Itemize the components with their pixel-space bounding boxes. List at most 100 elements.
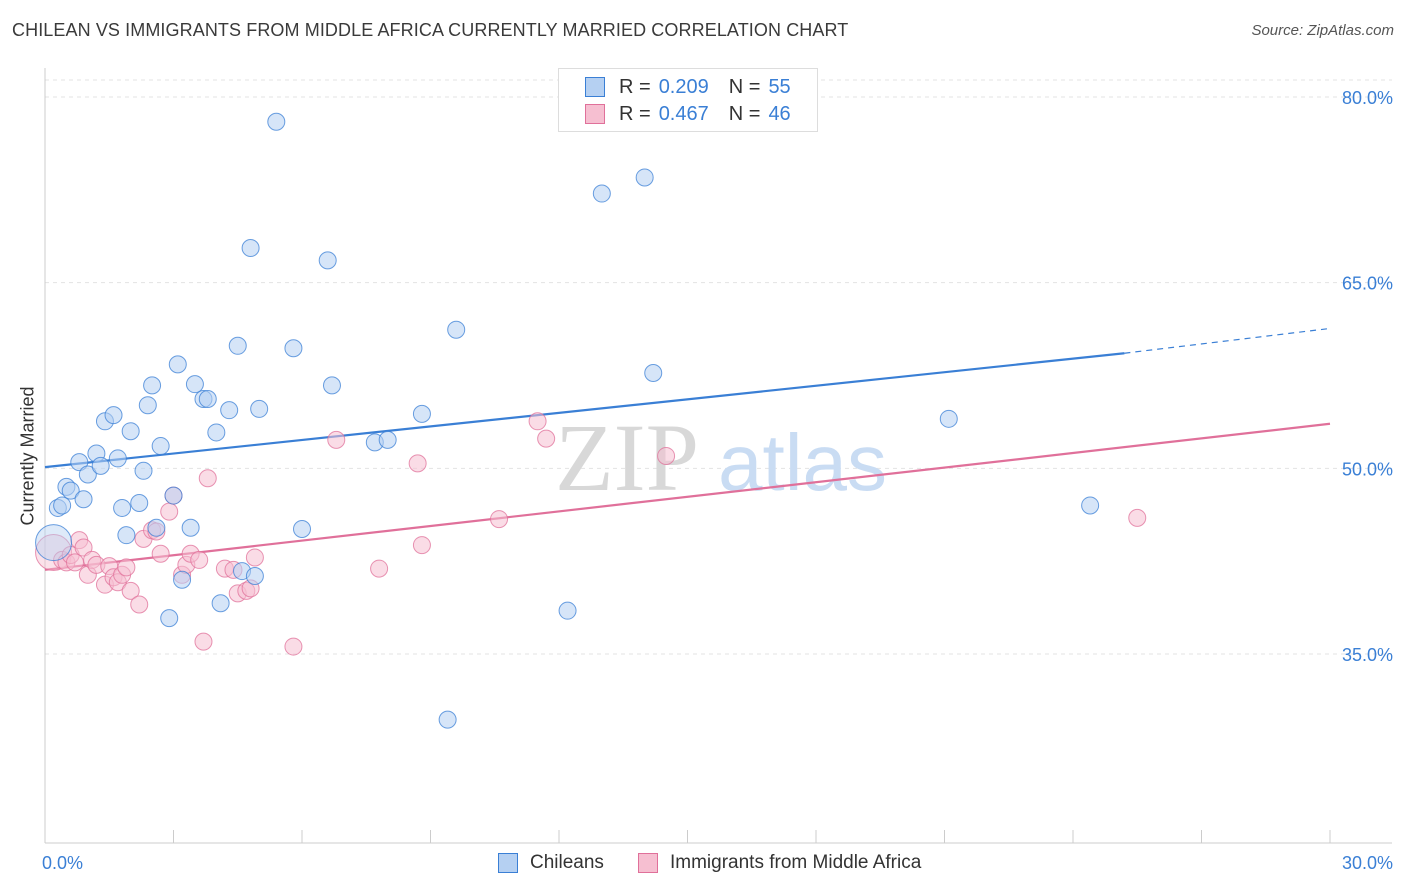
chilean-point <box>181 518 200 537</box>
chilean-point <box>160 609 179 628</box>
y-tick-label: 50.0% <box>1342 459 1393 479</box>
chilean-point <box>220 401 239 420</box>
middle-africa-point <box>408 454 427 473</box>
legend-swatch-blue <box>585 77 605 97</box>
legend-n-label: N = <box>728 75 761 98</box>
legend-row-middle-africa: R = 0.467 N = 46 <box>585 102 791 126</box>
legend-r-value: 0.209 <box>658 75 709 98</box>
middle-africa-point <box>537 429 556 448</box>
watermark: ZIP atlas <box>555 404 887 511</box>
chilean-point <box>143 376 162 395</box>
trend-lines <box>44 327 1331 571</box>
middle-africa-point <box>117 558 136 577</box>
chilean-point <box>164 486 183 505</box>
chilean-point <box>939 409 958 428</box>
chilean-point <box>147 518 166 537</box>
chilean-point <box>1081 496 1100 515</box>
chilean-point <box>207 423 226 442</box>
chilean-point <box>558 601 577 620</box>
middle-africa-point <box>412 536 431 555</box>
legend-n-value: 55 <box>768 75 791 98</box>
chilean-point <box>245 567 264 586</box>
chilean-point <box>592 184 611 203</box>
middle-africa-point <box>198 469 217 488</box>
trend-line-chileans-extension <box>1124 327 1331 354</box>
legend-item-chileans[interactable]: Chileans <box>498 852 604 874</box>
chilean-point <box>447 320 466 339</box>
chilean-point <box>412 404 431 423</box>
tick-labels: 35.0% 50.0% 65.0% 80.0% 0.0% 30.0% <box>42 88 1393 873</box>
middle-africa-point <box>194 632 213 651</box>
middle-africa-point <box>65 553 84 572</box>
middle-africa-point <box>74 538 93 557</box>
legend-n-value: 46 <box>768 102 791 125</box>
middle-africa-point <box>370 559 389 578</box>
middle-africa-point <box>284 637 303 656</box>
stats-legend: R = 0.209 N = 55 R = 0.467 N = 46 <box>558 68 818 132</box>
chilean-point <box>228 336 247 355</box>
chilean-point <box>198 390 217 409</box>
chilean-point <box>284 339 303 358</box>
trend-line-chileans <box>44 352 1125 469</box>
chilean-point <box>267 112 286 131</box>
axes <box>44 68 1392 844</box>
chilean-point <box>78 465 97 484</box>
legend-row-chileans: R = 0.209 N = 55 <box>585 75 791 99</box>
chilean-point <box>173 570 192 589</box>
middle-africa-point <box>1128 508 1147 527</box>
chilean-point <box>250 399 269 418</box>
chilean-point <box>35 524 73 562</box>
chilean-point <box>293 519 311 538</box>
y-tick-label: 35.0% <box>1342 645 1393 665</box>
chilean-point <box>117 526 136 545</box>
source-label: Source: ZipAtlas.com <box>1251 22 1394 39</box>
middle-africa-point <box>190 550 209 569</box>
legend-n-label: N = <box>728 102 761 125</box>
watermark-zip: ZIP <box>555 404 699 511</box>
middle-africa-point <box>151 544 170 563</box>
middle-africa-point <box>130 595 149 614</box>
legend-item-middle-africa[interactable]: Immigrants from Middle Africa <box>638 852 921 874</box>
legend-swatch-blue <box>498 853 518 873</box>
chilean-point <box>113 498 132 517</box>
x-tick-label: 0.0% <box>42 853 83 873</box>
chilean-point <box>322 376 341 395</box>
legend-swatch-pink <box>585 104 605 124</box>
chilean-point <box>121 422 140 441</box>
middle-africa-point <box>160 502 179 521</box>
middle-africa-point <box>245 548 264 567</box>
chilean-point <box>318 251 337 270</box>
chilean-point <box>138 396 157 415</box>
chilean-point <box>241 239 260 258</box>
chart-title: CHILEAN VS IMMIGRANTS FROM MIDDLE AFRICA… <box>12 20 849 40</box>
legend-r-label: R = <box>619 75 651 98</box>
chilean-point <box>108 449 127 468</box>
legend-r-value: 0.467 <box>658 102 709 125</box>
middle-africa-point <box>657 446 676 465</box>
chilean-point <box>168 355 187 374</box>
trend-line-middle-africa <box>44 422 1331 571</box>
chilean-point <box>61 481 80 500</box>
chilean-point <box>104 406 123 425</box>
y-tick-label: 65.0% <box>1342 274 1393 294</box>
legend-label-chileans: Chileans <box>530 852 604 873</box>
chilean-point <box>53 496 72 515</box>
chilean-point <box>70 453 89 472</box>
chilean-point <box>438 710 457 729</box>
legend-r-label: R = <box>619 102 651 125</box>
y-tick-label: 80.0% <box>1342 88 1393 108</box>
legend-swatch-pink <box>638 853 658 873</box>
chilean-point <box>134 461 153 480</box>
chilean-point <box>378 430 397 449</box>
middle-africa-point <box>528 412 547 431</box>
chilean-point <box>635 168 654 187</box>
watermark-atlas: atlas <box>718 418 887 507</box>
chilean-point <box>74 490 93 509</box>
middle-africa-point <box>327 430 346 449</box>
data-points <box>35 112 1147 729</box>
middle-africa-point <box>121 581 140 600</box>
chilean-point <box>211 594 230 613</box>
legend-label-middle-africa: Immigrants from Middle Africa <box>670 852 922 873</box>
chilean-point <box>644 364 663 383</box>
